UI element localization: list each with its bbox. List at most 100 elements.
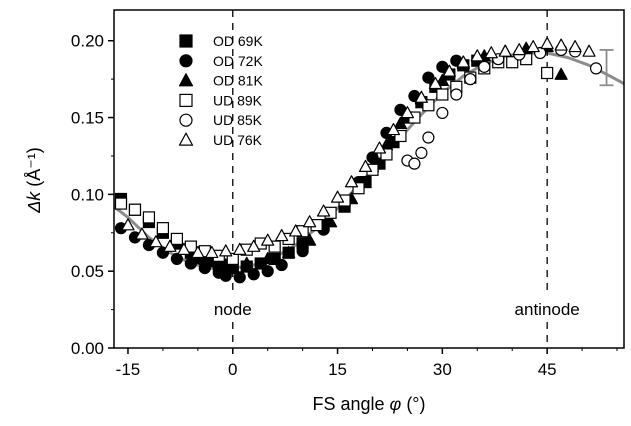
annotation-layer: node antinode [209,294,584,320]
x-tick-label: -15 [116,360,141,379]
data-point [589,62,603,75]
y-tick-label: 0.05 [71,262,104,281]
data-point [540,36,554,50]
data-point [408,157,421,170]
node-label: node [214,300,252,319]
x-axis-ticks: -15 0 15 30 45 [116,348,618,379]
legend-label-ud-76k: UD 76K [213,132,263,148]
antinode-label: antinode [515,300,580,319]
data-point [415,146,428,159]
data-point [191,245,205,259]
data-point [541,66,554,80]
data-point [450,88,463,101]
legend-marker-ud-85k [179,113,193,127]
data-point [240,256,254,269]
data-points-layer [114,36,603,284]
legend-marker-od-69k [179,34,193,48]
guide-lines [232,10,548,348]
node-label-bg [209,294,256,320]
data-point [296,245,309,258]
data-point [261,265,274,278]
legend-marker-od-81k [178,73,194,87]
data-point [386,122,401,136]
data-point [114,197,128,210]
series-ud-76k [121,36,596,259]
legend-label-ud-85k: UD 85K [213,112,263,128]
data-point [352,182,365,195]
x-tick-label: 0 [228,360,237,379]
y-axis-ticks: 0.00 0.05 0.10 0.15 0.20 [71,32,114,358]
antinode-label-bg [510,294,584,320]
data-point [526,40,540,53]
data-point [233,271,246,284]
data-point [316,204,331,217]
data-point [149,235,163,248]
x-axis-title: FS angle φ (°) [312,394,425,414]
data-point [289,224,303,237]
data-point [163,239,177,252]
y-tick-label: 0.15 [71,109,104,128]
data-point [512,43,526,56]
data-point [436,88,449,101]
y-tick-label: 0.00 [71,339,104,358]
legend: OD 69K OD 72K OD 81K UD 89K UD 85K UD 76K [178,33,263,148]
data-point [191,252,205,265]
plot-frame [113,9,625,349]
x-tick-label: 45 [538,360,557,379]
legend-marker-ud-89k [179,93,193,108]
data-point [226,252,239,265]
data-point [414,90,428,103]
data-point [233,242,247,255]
data-point [554,67,568,80]
data-point [170,252,183,265]
data-point [428,76,442,90]
x-tick-label: 30 [433,360,452,379]
x-tick-label: 15 [328,360,347,379]
data-point [582,44,596,57]
data-point [177,242,191,255]
data-point [205,245,219,259]
data-point [568,40,582,53]
data-point [394,129,407,143]
data-point [219,269,232,282]
legend-label-od-69k: OD 69K [213,33,263,49]
data-point [282,245,296,259]
data-point [170,232,183,246]
data-point [435,73,449,86]
legend-label-od-72k: OD 72K [213,53,263,69]
data-point [393,116,408,129]
data-point [330,190,345,203]
data-point [219,244,233,257]
data-point [323,215,338,228]
data-point [344,175,359,188]
data-point [128,203,142,216]
data-point [121,218,135,231]
data-point [400,106,415,119]
data-point [247,239,261,252]
data-point [156,222,170,235]
legend-marker-od-72k [179,54,193,68]
data-point [456,55,470,68]
y-axis-title: Δk (Å⁻¹) [24,147,44,214]
data-point [358,159,373,173]
legend-label-od-81k: OD 81K [213,73,263,89]
data-point [372,141,387,154]
legend-marker-ud-76k [178,132,194,146]
data-point [554,38,568,51]
data-point [484,46,498,59]
data-point [422,71,435,84]
data-point [470,49,484,62]
data-point [464,73,477,86]
data-point [261,233,275,246]
data-point [275,258,288,272]
data-point [303,233,317,246]
data-point [380,148,393,161]
data-point [135,227,149,240]
data-point [436,106,449,120]
data-point [478,60,491,73]
data-point [142,211,156,224]
error-bar-layer [599,49,614,87]
data-point [275,228,289,242]
data-point [303,215,317,228]
